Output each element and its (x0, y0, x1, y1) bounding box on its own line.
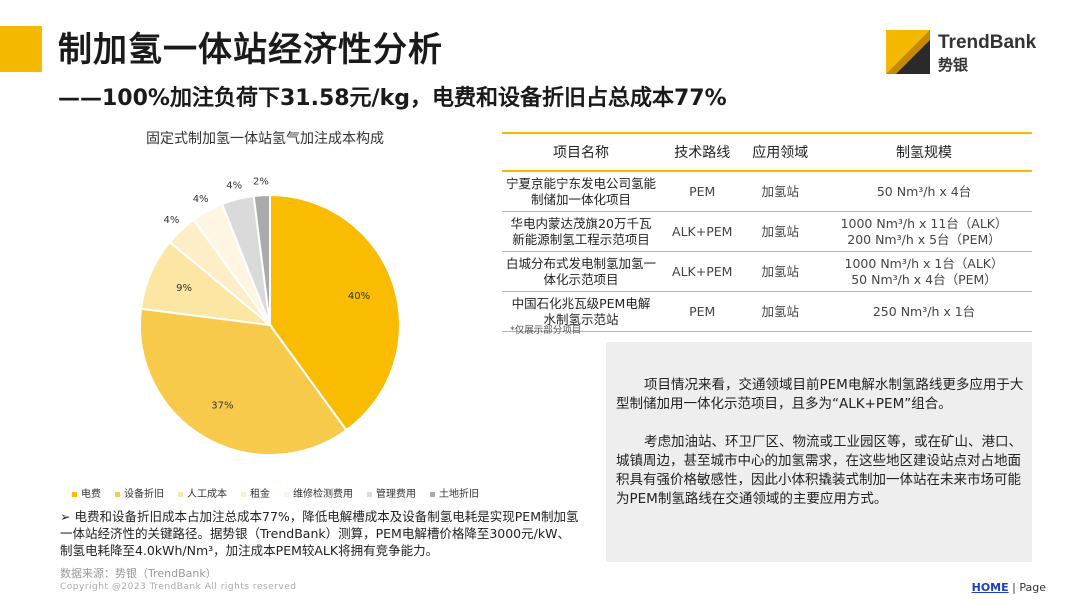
analysis-textbox: 项目情况来看，交通领域目前PEM电解水制氢路线更多应用于大型制储加用一体化示范项… (606, 342, 1032, 562)
footer-separator: | (1012, 581, 1016, 594)
footer-nav: HOME | Page (972, 581, 1046, 594)
table-row: 中国石化兆瓦级PEM电解水制氢示范站 PEM 加氢站 250 Nm³/h x 1… (502, 291, 1032, 332)
legend-item: 管理费用 (367, 485, 416, 500)
logo-subtext: 势银 (938, 56, 969, 74)
legend-item: 维修检测费用 (284, 485, 353, 500)
analysis-paragraph-2: 考虑加油站、环卫厂区、物流或工业园区等，或在矿山、港口、城镇周边，甚至城市中心的… (616, 434, 1022, 507)
legend-swatch (430, 491, 435, 497)
legend-label: 人工成本 (187, 489, 227, 500)
pie-label-3: 4% (163, 215, 179, 226)
project-field: 加氢站 (744, 251, 817, 292)
project-name: 中国石化兆瓦级PEM电解水制氢示范站 (502, 291, 660, 332)
legend-item: 人工成本 (178, 485, 227, 500)
legend-swatch (115, 491, 120, 497)
project-tech: ALK+PEM (660, 251, 745, 292)
table-note: *仅展示部分项目 (510, 325, 582, 336)
page-subtitle: ——100%加注负荷下31.58元/kg，电费和设备折旧占总成本77% (58, 86, 727, 111)
legend-swatch (284, 491, 289, 497)
legend-swatch (367, 491, 372, 497)
legend-label: 租金 (250, 489, 270, 500)
pie-chart: 40% 37% 9% 4% 4% 4% 2% (139, 176, 401, 456)
pie-slice-0 (269, 193, 401, 432)
page-title: 制加氢一体站经济性分析 (58, 30, 443, 70)
pie-label-0: 40% (348, 291, 370, 302)
analysis-paragraph-1: 项目情况来看，交通领域目前PEM电解水制氢路线更多应用于大型制储加用一体化示范项… (616, 377, 1024, 412)
project-field: 加氢站 (744, 171, 817, 212)
bullet-text: ➢ 电费和设备折旧成本占加注总成本77%，降低电解槽成本及设备制氢电耗是实现PEM… (60, 508, 580, 559)
copyright: Copyright @2023 TrendBank All rights res… (60, 582, 297, 592)
chart-legend: 电费 设备折旧 人工成本 租金 维修检测费用 管理费用 土地折旧 (72, 485, 493, 500)
pie-label-2: 9% (176, 283, 192, 294)
data-source: 数据来源：势银（TrendBank） (60, 567, 217, 580)
project-name: 宁夏京能宁东发电公司氢能制储加一体化项目 (502, 171, 660, 212)
table-row: 华电内蒙达茂旗20万千瓦新能源制氢工程示范项目 ALK+PEM 加氢站 1000… (502, 211, 1032, 252)
header-tech: 技术路线 (660, 132, 745, 172)
legend-item: 电费 (72, 485, 101, 500)
pie-label-4: 4% (193, 194, 209, 205)
project-tech: PEM (660, 291, 745, 332)
project-scale: 250 Nm³/h x 1台 (816, 291, 1032, 332)
legend-label: 管理费用 (376, 489, 416, 500)
projects-table: 项目名称 技术路线 应用领域 制氢规模 宁夏京能宁东发电公司氢能制储加一体化项目… (502, 132, 1032, 332)
project-field: 加氢站 (744, 291, 817, 332)
legend-item: 设备折旧 (115, 485, 164, 500)
legend-swatch (178, 491, 183, 497)
project-field: 加氢站 (744, 211, 817, 252)
project-scale: 50 Nm³/h x 4台 (816, 171, 1032, 212)
header-scale: 制氢规模 (816, 132, 1032, 172)
chart-title: 固定式制加氢一体站氢气加注成本构成 (146, 131, 384, 147)
home-link[interactable]: HOME (971, 581, 1009, 594)
table-row: 白城分布式发电制氢加氢一体化示范项目 ALK+PEM 加氢站 1000 Nm³/… (502, 251, 1032, 292)
logo-mark-icon (886, 30, 930, 74)
legend-swatch (241, 491, 246, 497)
legend-label: 土地折旧 (439, 489, 479, 500)
trendbank-logo: TrendBank 势银 (886, 30, 1046, 78)
page-label: Page (1019, 581, 1046, 594)
header-field: 应用领域 (744, 132, 817, 172)
project-tech: ALK+PEM (660, 211, 745, 252)
legend-label: 设备折旧 (124, 489, 164, 500)
pie-slice-1 (139, 307, 348, 456)
project-name: 白城分布式发电制氢加氢一体化示范项目 (502, 251, 660, 292)
table-row: 宁夏京能宁东发电公司氢能制储加一体化项目 PEM 加氢站 50 Nm³/h x … (502, 171, 1032, 212)
bullet-arrow-icon: ➢ (60, 509, 71, 524)
legend-swatch (72, 491, 77, 497)
legend-label: 电费 (81, 489, 101, 500)
logo-text: TrendBank (938, 32, 1037, 53)
project-tech: PEM (660, 171, 745, 212)
accent-bar (0, 26, 42, 72)
table-header-row: 项目名称 技术路线 应用领域 制氢规模 (502, 132, 1032, 172)
pie-slice-6 (252, 193, 271, 326)
header-name: 项目名称 (502, 132, 660, 172)
project-name: 华电内蒙达茂旗20万千瓦新能源制氢工程示范项目 (502, 211, 660, 252)
pie-label-6: 2% (253, 176, 269, 187)
pie-label-5: 4% (226, 181, 242, 192)
legend-label: 维修检测费用 (293, 489, 353, 500)
project-scale: 1000 Nm³/h x 11台（ALK） 200 Nm³/h x 5台（PEM） (816, 211, 1032, 252)
legend-item: 租金 (241, 485, 270, 500)
legend-item: 土地折旧 (430, 485, 479, 500)
bullet-content: 电费和设备折旧成本占加注总成本77%，降低电解槽成本及设备制氢电耗是实现PEM制… (60, 509, 579, 558)
project-scale: 1000 Nm³/h x 1台（ALK） 50 Nm³/h x 4台（PEM） (816, 251, 1032, 292)
pie-label-1: 37% (211, 401, 233, 412)
